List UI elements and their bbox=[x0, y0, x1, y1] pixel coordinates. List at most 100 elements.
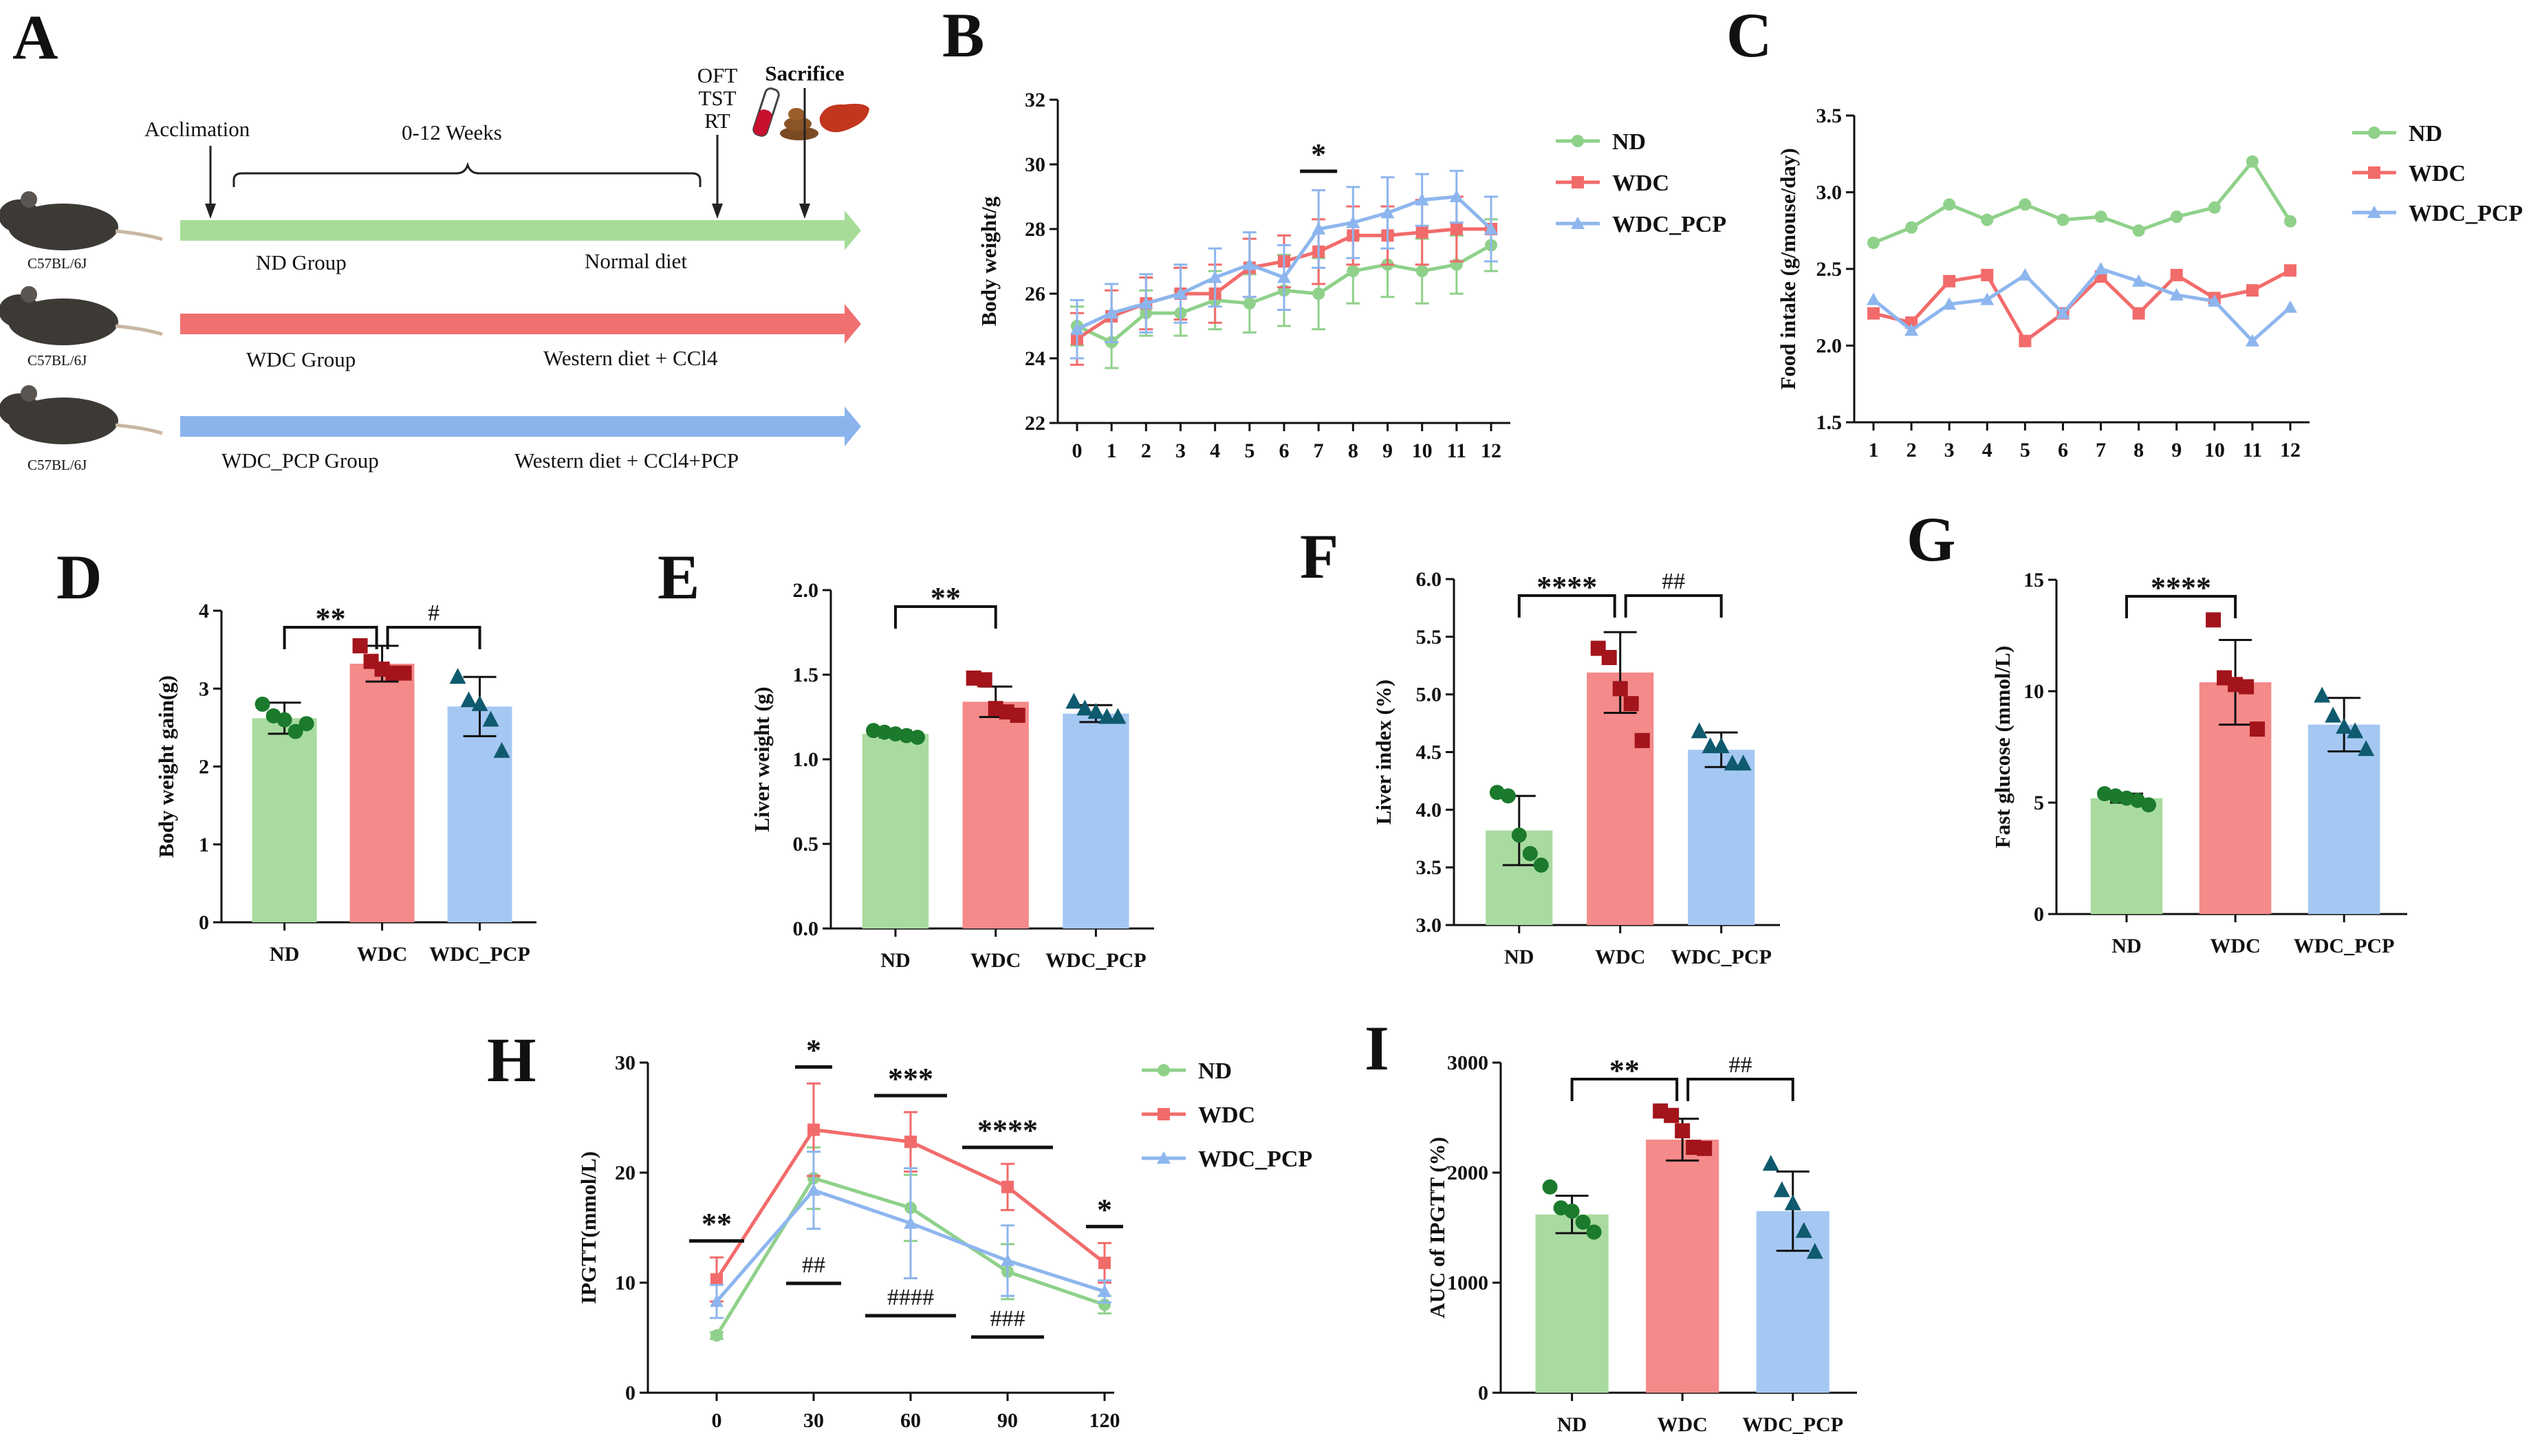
chart-h-point-nd bbox=[710, 1329, 723, 1342]
chart-i-data-point bbox=[1542, 1179, 1558, 1195]
chart-b-point-wdc bbox=[1450, 223, 1463, 235]
chart-c-point-nd bbox=[1905, 221, 1918, 234]
chart-h-x-tick-label: 90 bbox=[997, 1409, 1018, 1432]
chart-c-y-tick-label: 3.0 bbox=[1816, 182, 1843, 204]
chart-h-x-tick-label: 60 bbox=[900, 1409, 921, 1432]
chart-g-data-point bbox=[2141, 797, 2156, 813]
chart-i-bar bbox=[1535, 1214, 1609, 1393]
panel-letter-h: H bbox=[487, 1025, 536, 1095]
chart-h-legend-marker bbox=[1158, 1064, 1170, 1076]
chart-d-y-tick-label: 1 bbox=[199, 834, 209, 856]
chart-b-legend-marker bbox=[1572, 135, 1584, 147]
chart-d-data-point bbox=[449, 668, 466, 684]
chart-c-point-wdc bbox=[2132, 307, 2145, 320]
chart-c-series-line-wdc_pcp bbox=[1872, 267, 2292, 344]
chart-c-x-tick-label: 2 bbox=[1907, 439, 1917, 461]
chart-h-significance-label: *** bbox=[888, 1062, 933, 1096]
chart-i-y-tick-label: 2000 bbox=[1447, 1162, 1488, 1184]
chart-b-point-wdc_pcp bbox=[1415, 193, 1429, 206]
chart-b-x-tick-label: 0 bbox=[1072, 439, 1083, 462]
chart-f-data-point bbox=[1623, 696, 1639, 712]
chart-c-legend-marker bbox=[2367, 206, 2381, 218]
chart-c-legend-label: WDC bbox=[2409, 161, 2466, 186]
chart-b-point-wdc_pcp bbox=[1139, 296, 1153, 309]
chart-h-significance-label: **** bbox=[977, 1113, 1038, 1147]
chart-h-y-axis-label: IPGTT(mmol/L) bbox=[576, 1151, 600, 1304]
chart-f-data-point bbox=[1735, 754, 1752, 771]
chart-i-data-point bbox=[1773, 1181, 1790, 1197]
chart-c-point-nd bbox=[2056, 213, 2070, 226]
group-arrow-nd bbox=[180, 210, 861, 250]
chart-e-data-point bbox=[1076, 699, 1094, 716]
chart-f-y-tick-label: 3.0 bbox=[1416, 914, 1442, 937]
panel-letter-i: I bbox=[1365, 1013, 1389, 1083]
group-arrow-wdc-pcp bbox=[180, 406, 861, 446]
rt-label: RT bbox=[704, 109, 730, 133]
chart-g-data-point bbox=[2239, 679, 2255, 695]
chart-c-legend-label: ND bbox=[2409, 121, 2442, 146]
chart-f-data-point bbox=[1533, 857, 1549, 873]
chart-f-data-point bbox=[1724, 754, 1741, 771]
chart-b-legend-label: WDC_PCP bbox=[1612, 212, 1726, 237]
chart-f-data-point bbox=[1691, 722, 1708, 739]
panel-letter-b: B bbox=[942, 0, 984, 70]
chart-c-x-tick-label: 4 bbox=[1982, 439, 1992, 461]
chart-e-bar bbox=[962, 702, 1029, 928]
chart-e-y-tick-label: 1.0 bbox=[793, 748, 819, 771]
chart-c-point-nd bbox=[2246, 155, 2259, 168]
chart-f-y-tick-label: 5.0 bbox=[1416, 684, 1442, 706]
chart-h-significance-label: * bbox=[806, 1033, 821, 1067]
chart-h-significance-label: ### bbox=[990, 1306, 1025, 1332]
chart-i-x-tick-label: ND bbox=[1557, 1413, 1587, 1436]
chart-d-data-point bbox=[493, 741, 510, 758]
chart-d-significance-label: ** bbox=[316, 602, 346, 635]
chart-g-fast-glucose: 0 5 10 15 Fast glucose (mmol/L) ND WDC WDC_PCP *… bbox=[1990, 569, 2407, 957]
chart-h-point-wdc bbox=[807, 1123, 820, 1136]
chart-f-y-tick-label: 6.0 bbox=[1416, 568, 1442, 591]
chart-c-point-nd bbox=[2170, 210, 2183, 224]
strain-label-wdc: C57BL/6J bbox=[28, 352, 87, 369]
chart-f-significance-bracket bbox=[1517, 594, 1616, 618]
chart-c-point-wdc_pcp bbox=[2283, 300, 2297, 313]
chart-h-point-wdc bbox=[710, 1273, 723, 1286]
chart-f-data-point bbox=[1522, 846, 1538, 862]
chart-h-point-wdc_pcp bbox=[1098, 1284, 1111, 1297]
chart-i-y-tick-label: 0 bbox=[1478, 1382, 1488, 1404]
chart-h-point-wdc_pcp bbox=[807, 1183, 821, 1196]
chart-h-significance-label: ** bbox=[702, 1207, 732, 1241]
chart-c-x-tick-label: 1 bbox=[1869, 439, 1879, 461]
weeks-label: 0-12 Weeks bbox=[402, 120, 502, 144]
chart-d-data-point bbox=[460, 691, 477, 708]
chart-i-significance-label: ## bbox=[1728, 1052, 1752, 1078]
group-name-nd: ND Group bbox=[256, 250, 347, 274]
chart-h-significance-label: ## bbox=[802, 1252, 825, 1278]
chart-d-bar bbox=[349, 664, 415, 922]
chart-b-y-tick-label: 26 bbox=[1025, 283, 1045, 305]
chart-c-point-nd bbox=[1981, 213, 1994, 226]
chart-b-point-wdc_pcp bbox=[1277, 270, 1291, 283]
chart-e-y-axis-label: Liver weight (g) bbox=[750, 686, 774, 832]
chart-f-y-tick-label: 3.5 bbox=[1416, 856, 1442, 879]
chart-g-data-point bbox=[2314, 686, 2331, 703]
chart-c-point-wdc_pcp bbox=[2245, 334, 2259, 347]
mouse-icon-wdc bbox=[0, 286, 163, 345]
chart-b-legend-label: WDC bbox=[1612, 171, 1669, 196]
chart-b-point-nd bbox=[1415, 265, 1429, 278]
chart-c-point-nd bbox=[1943, 198, 1956, 211]
chart-b-x-tick-label: 12 bbox=[1481, 439, 1501, 462]
chart-e-liver-weight: 0.0 0.5 1.0 1.5 2.0 Liver weight (g) ND WDC WDC_… bbox=[750, 579, 1154, 972]
chart-c-point-wdc bbox=[2246, 284, 2259, 297]
chart-f-significance-bracket bbox=[1624, 594, 1723, 618]
chart-e-data-point bbox=[977, 672, 992, 688]
chart-b-point-wdc_pcp bbox=[1105, 306, 1119, 319]
chart-f-significance-label: **** bbox=[1536, 570, 1597, 604]
strain-label-nd: C57BL/6J bbox=[28, 255, 87, 272]
chart-c-series-line-wdc bbox=[1873, 269, 2292, 344]
chart-i-data-point bbox=[1675, 1123, 1691, 1139]
chart-c-point-wdc bbox=[2170, 268, 2183, 281]
chart-e-data-point bbox=[1109, 708, 1127, 724]
chart-c-point-wdc_pcp bbox=[2131, 274, 2146, 287]
chart-i-significance-bracket bbox=[1570, 1078, 1679, 1101]
chart-c-y-axis-label: Food intake (g/mouse/day) bbox=[1776, 148, 1800, 389]
chart-d-data-point bbox=[482, 710, 499, 727]
